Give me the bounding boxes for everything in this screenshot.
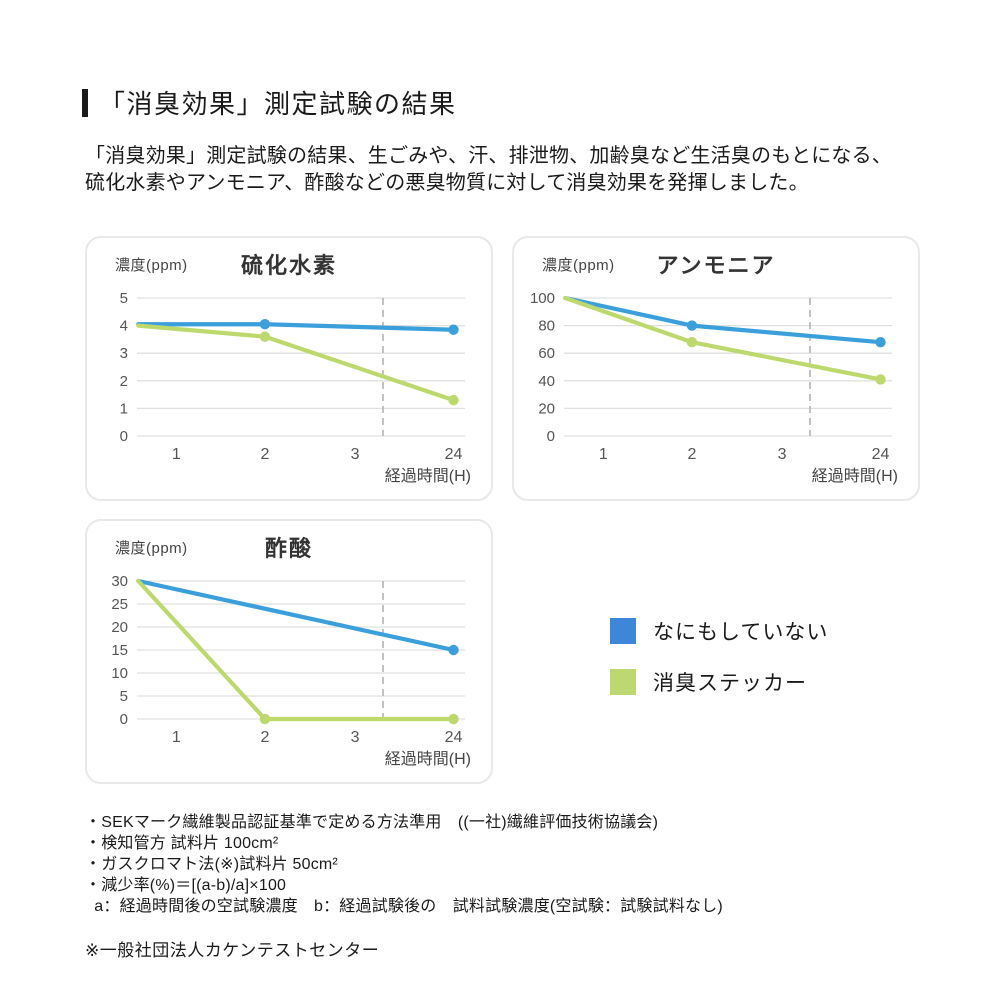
svg-text:10: 10 xyxy=(111,665,128,682)
intro-text: 「消臭効果」測定試験の結果、生ごみや、汗、排泄物、加齢臭など生活臭のもとになる、… xyxy=(85,145,892,194)
chart-header: 濃度(ppm) 酢酸 xyxy=(87,521,491,561)
svg-text:経過時間(H): 経過時間(H) xyxy=(812,467,898,485)
svg-text:24: 24 xyxy=(445,729,463,746)
legend-swatch-blue xyxy=(610,618,636,644)
y-axis-unit-label: 濃度(ppm) xyxy=(115,257,188,274)
legend-item-untreated: なにもしていない xyxy=(610,616,828,646)
svg-text:2: 2 xyxy=(260,729,269,746)
chart-title-acetic-acid: 酢酸 xyxy=(264,536,313,561)
svg-text:0: 0 xyxy=(120,428,128,445)
chart-legend: なにもしていない 消臭ステッカー xyxy=(610,616,828,718)
svg-text:5: 5 xyxy=(120,290,128,307)
svg-text:1: 1 xyxy=(172,446,181,463)
y-axis-unit-label: 濃度(ppm) xyxy=(542,257,615,274)
svg-text:30: 30 xyxy=(111,573,128,590)
svg-text:3: 3 xyxy=(120,345,128,362)
svg-text:3: 3 xyxy=(778,446,787,463)
note-line: ・検知管方 試料片 100cm² xyxy=(85,835,279,852)
svg-text:2: 2 xyxy=(687,446,696,463)
svg-text:1: 1 xyxy=(120,400,128,417)
test-method-notes: ・SEKマーク繊維製品認証基準で定める方法準用 ((一社)繊維評価技術協議会) ・… xyxy=(85,812,723,917)
svg-text:100: 100 xyxy=(530,290,555,307)
chart-header: 濃度(ppm) アンモニア xyxy=(514,238,918,278)
note-line: ・SEKマーク繊維製品認証基準で定める方法準用 ((一社)繊維評価技術協議会) xyxy=(85,814,659,831)
svg-text:25: 25 xyxy=(111,596,128,613)
chart-header: 濃度(ppm) 硫化水素 xyxy=(87,238,491,278)
page-title: 「消臭効果」測定試験の結果 xyxy=(99,89,457,119)
svg-text:1: 1 xyxy=(172,729,181,746)
svg-text:3: 3 xyxy=(351,729,360,746)
svg-text:経過時間(H): 経過時間(H) xyxy=(385,467,471,485)
title-accent-bar xyxy=(82,88,88,117)
footnote: ※一般社団法人カケンテストセンター xyxy=(85,941,380,960)
svg-text:1: 1 xyxy=(599,446,608,463)
svg-text:60: 60 xyxy=(538,345,555,362)
svg-text:4: 4 xyxy=(120,318,128,335)
svg-text:20: 20 xyxy=(111,619,128,636)
note-line: ・ガスクロマト法(※)試料片 50cm² xyxy=(85,856,338,873)
acetic-acid-line-chart: 0 5 10 15 20 25 30 1 2 3 24 経過時間(H) xyxy=(111,573,471,768)
svg-text:20: 20 xyxy=(538,400,555,417)
chart-title-ammonia: アンモニア xyxy=(656,253,776,278)
note-line: ・減少率(%)＝[(a-b)/a]×100 xyxy=(85,877,287,894)
svg-text:0: 0 xyxy=(547,428,555,445)
svg-text:5: 5 xyxy=(120,688,128,705)
svg-text:40: 40 xyxy=(538,373,555,390)
ammonia-line-chart: 0 20 40 60 80 100 1 2 3 24 経過時間(H) xyxy=(530,290,898,485)
chart-card-ammonia: 濃度(ppm) アンモニア 0 20 40 60 80 100 1 2 3 24 経過時間(H) xyxy=(512,236,920,501)
legend-item-deodorant-sticker: 消臭ステッカー xyxy=(610,667,828,697)
hydrogen-sulfide-line-chart: 0 1 2 3 4 5 1 2 3 24 経過時間(H) xyxy=(120,290,471,485)
svg-text:15: 15 xyxy=(111,642,128,659)
chart-card-hydrogen-sulfide: 濃度(ppm) 硫化水素 0 1 2 3 4 5 1 2 3 24 経過時間(H) xyxy=(85,236,493,501)
legend-swatch-green xyxy=(610,669,636,695)
chart-card-acetic-acid: 濃度(ppm) 酢酸 0 5 10 15 20 25 30 1 2 3 24 経過時間(H) xyxy=(85,519,493,784)
legend-label-untreated: なにもしていない xyxy=(653,621,829,644)
note-line: a：経過時間後の空試験濃度 b：経過試験後の 試料試験濃度(空試験：試験試料なし… xyxy=(85,898,723,915)
page-header: 「消臭効果」測定試験の結果 xyxy=(82,84,457,121)
svg-text:3: 3 xyxy=(351,446,360,463)
svg-text:24: 24 xyxy=(445,446,463,463)
chart-title-hydrogen-sulfide: 硫化水素 xyxy=(240,253,337,278)
svg-text:2: 2 xyxy=(260,446,269,463)
svg-text:0: 0 xyxy=(120,711,128,728)
svg-text:2: 2 xyxy=(120,373,128,390)
legend-label-deodorant-sticker: 消臭ステッカー xyxy=(653,672,807,695)
svg-text:24: 24 xyxy=(872,446,890,463)
svg-text:経過時間(H): 経過時間(H) xyxy=(385,750,471,768)
svg-text:80: 80 xyxy=(538,318,555,335)
y-axis-unit-label: 濃度(ppm) xyxy=(115,540,188,557)
